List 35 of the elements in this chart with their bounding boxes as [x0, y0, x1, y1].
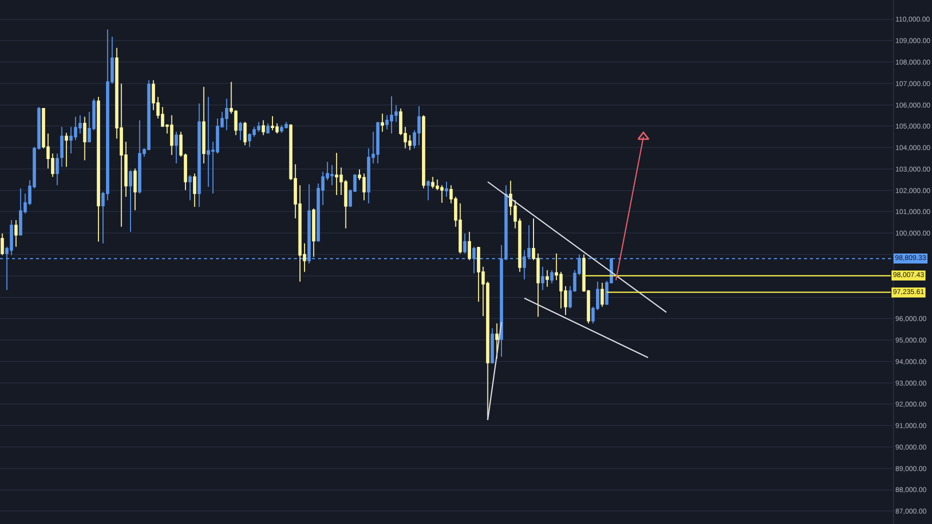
candlestick	[243, 121, 247, 146]
candlestick	[495, 322, 498, 359]
candlestick	[202, 86, 206, 164]
candlestick	[380, 113, 384, 132]
candlestick	[14, 220, 18, 248]
candlestick	[133, 168, 137, 211]
candlestick	[0, 233, 4, 256]
candlestick	[444, 181, 448, 198]
candlestick	[490, 328, 494, 364]
candlestick	[96, 96, 100, 242]
candlestick	[546, 270, 549, 288]
candlestick	[600, 282, 604, 308]
candlestick	[426, 180, 430, 201]
candlestick	[463, 233, 466, 254]
candlestick	[270, 116, 274, 131]
candlestick	[262, 120, 265, 136]
candlestick	[238, 121, 242, 141]
candlestick	[188, 174, 192, 201]
candlestick	[417, 106, 421, 146]
candlestick	[83, 116, 86, 161]
candlestick	[56, 153, 59, 186]
candlestick	[422, 114, 426, 189]
candlestick	[330, 164, 334, 186]
candlestick	[128, 170, 132, 232]
candlestick	[550, 270, 554, 284]
candlestick	[266, 122, 270, 134]
candlestick	[193, 172, 196, 208]
candlestick	[174, 131, 178, 164]
candlestick	[64, 132, 68, 168]
candlestick	[468, 231, 472, 261]
candlestick	[362, 172, 366, 201]
candlestick	[541, 266, 544, 291]
candlestick	[312, 208, 316, 258]
candlestick	[60, 126, 64, 168]
candlestick	[198, 103, 201, 208]
